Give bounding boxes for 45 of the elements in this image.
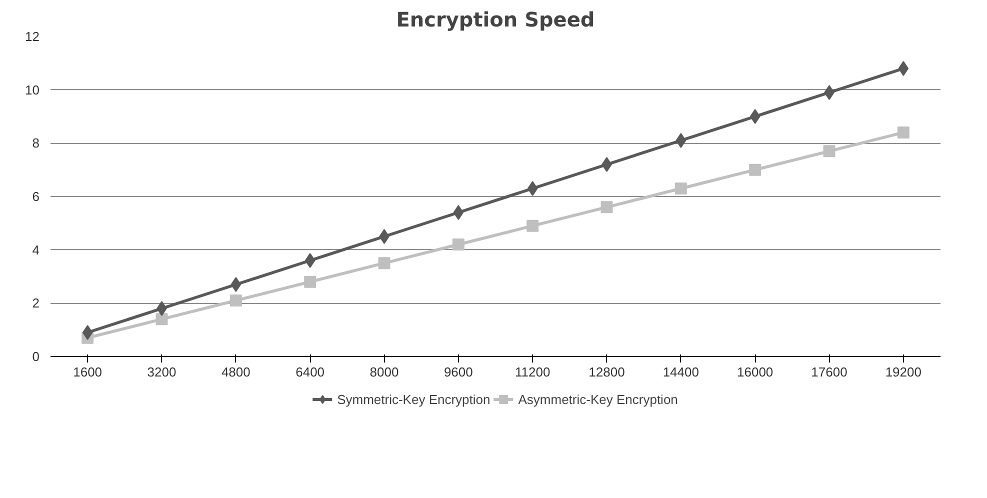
point — [453, 205, 464, 220]
point — [676, 133, 686, 148]
point — [304, 276, 316, 288]
y-tick-label: 2 — [32, 296, 40, 311]
point — [156, 313, 168, 326]
legend-label: Symmetric-Key Encryption — [337, 392, 490, 406]
point — [378, 257, 390, 270]
x-tick-label: 12800 — [588, 364, 625, 380]
x-tick-label: 8000 — [370, 364, 399, 380]
y-tick-label: 0 — [32, 349, 40, 364]
point — [527, 181, 538, 196]
point — [452, 238, 464, 250]
x-tick-label: 19200 — [885, 364, 922, 380]
point — [230, 277, 242, 292]
legend-label: Asymmetric-Key Encryption — [518, 392, 678, 406]
point — [823, 145, 836, 158]
point — [749, 164, 762, 176]
point — [602, 157, 612, 172]
point — [379, 229, 390, 244]
y-tick-label: 12 — [25, 29, 40, 44]
y-tick-label: 8 — [32, 136, 40, 151]
x-tick-label: 6400 — [296, 364, 325, 380]
y-tick-label: 6 — [32, 189, 40, 204]
point — [526, 220, 539, 232]
point — [674, 182, 687, 194]
x-tick-label: 1600 — [73, 364, 102, 380]
point — [82, 325, 93, 340]
point — [230, 294, 242, 306]
point — [304, 253, 316, 268]
x-tick-label: 16000 — [737, 364, 774, 380]
x-tick-label: 9600 — [444, 364, 473, 380]
point — [600, 201, 613, 214]
point — [156, 301, 167, 316]
x-tick-label: 14400 — [662, 364, 699, 380]
point — [897, 126, 910, 138]
x-tick-label: 3200 — [147, 364, 176, 380]
x-tick-label: 17600 — [811, 364, 848, 380]
y-tick-label: 10 — [25, 82, 40, 98]
x-tick-label: 11200 — [514, 364, 550, 380]
x-tick-label: 4800 — [221, 364, 250, 380]
y-tick-label: 4 — [32, 242, 40, 258]
point — [898, 61, 909, 76]
point — [824, 85, 834, 100]
chart-title: Encryption Speed — [396, 8, 595, 32]
point — [750, 109, 760, 124]
